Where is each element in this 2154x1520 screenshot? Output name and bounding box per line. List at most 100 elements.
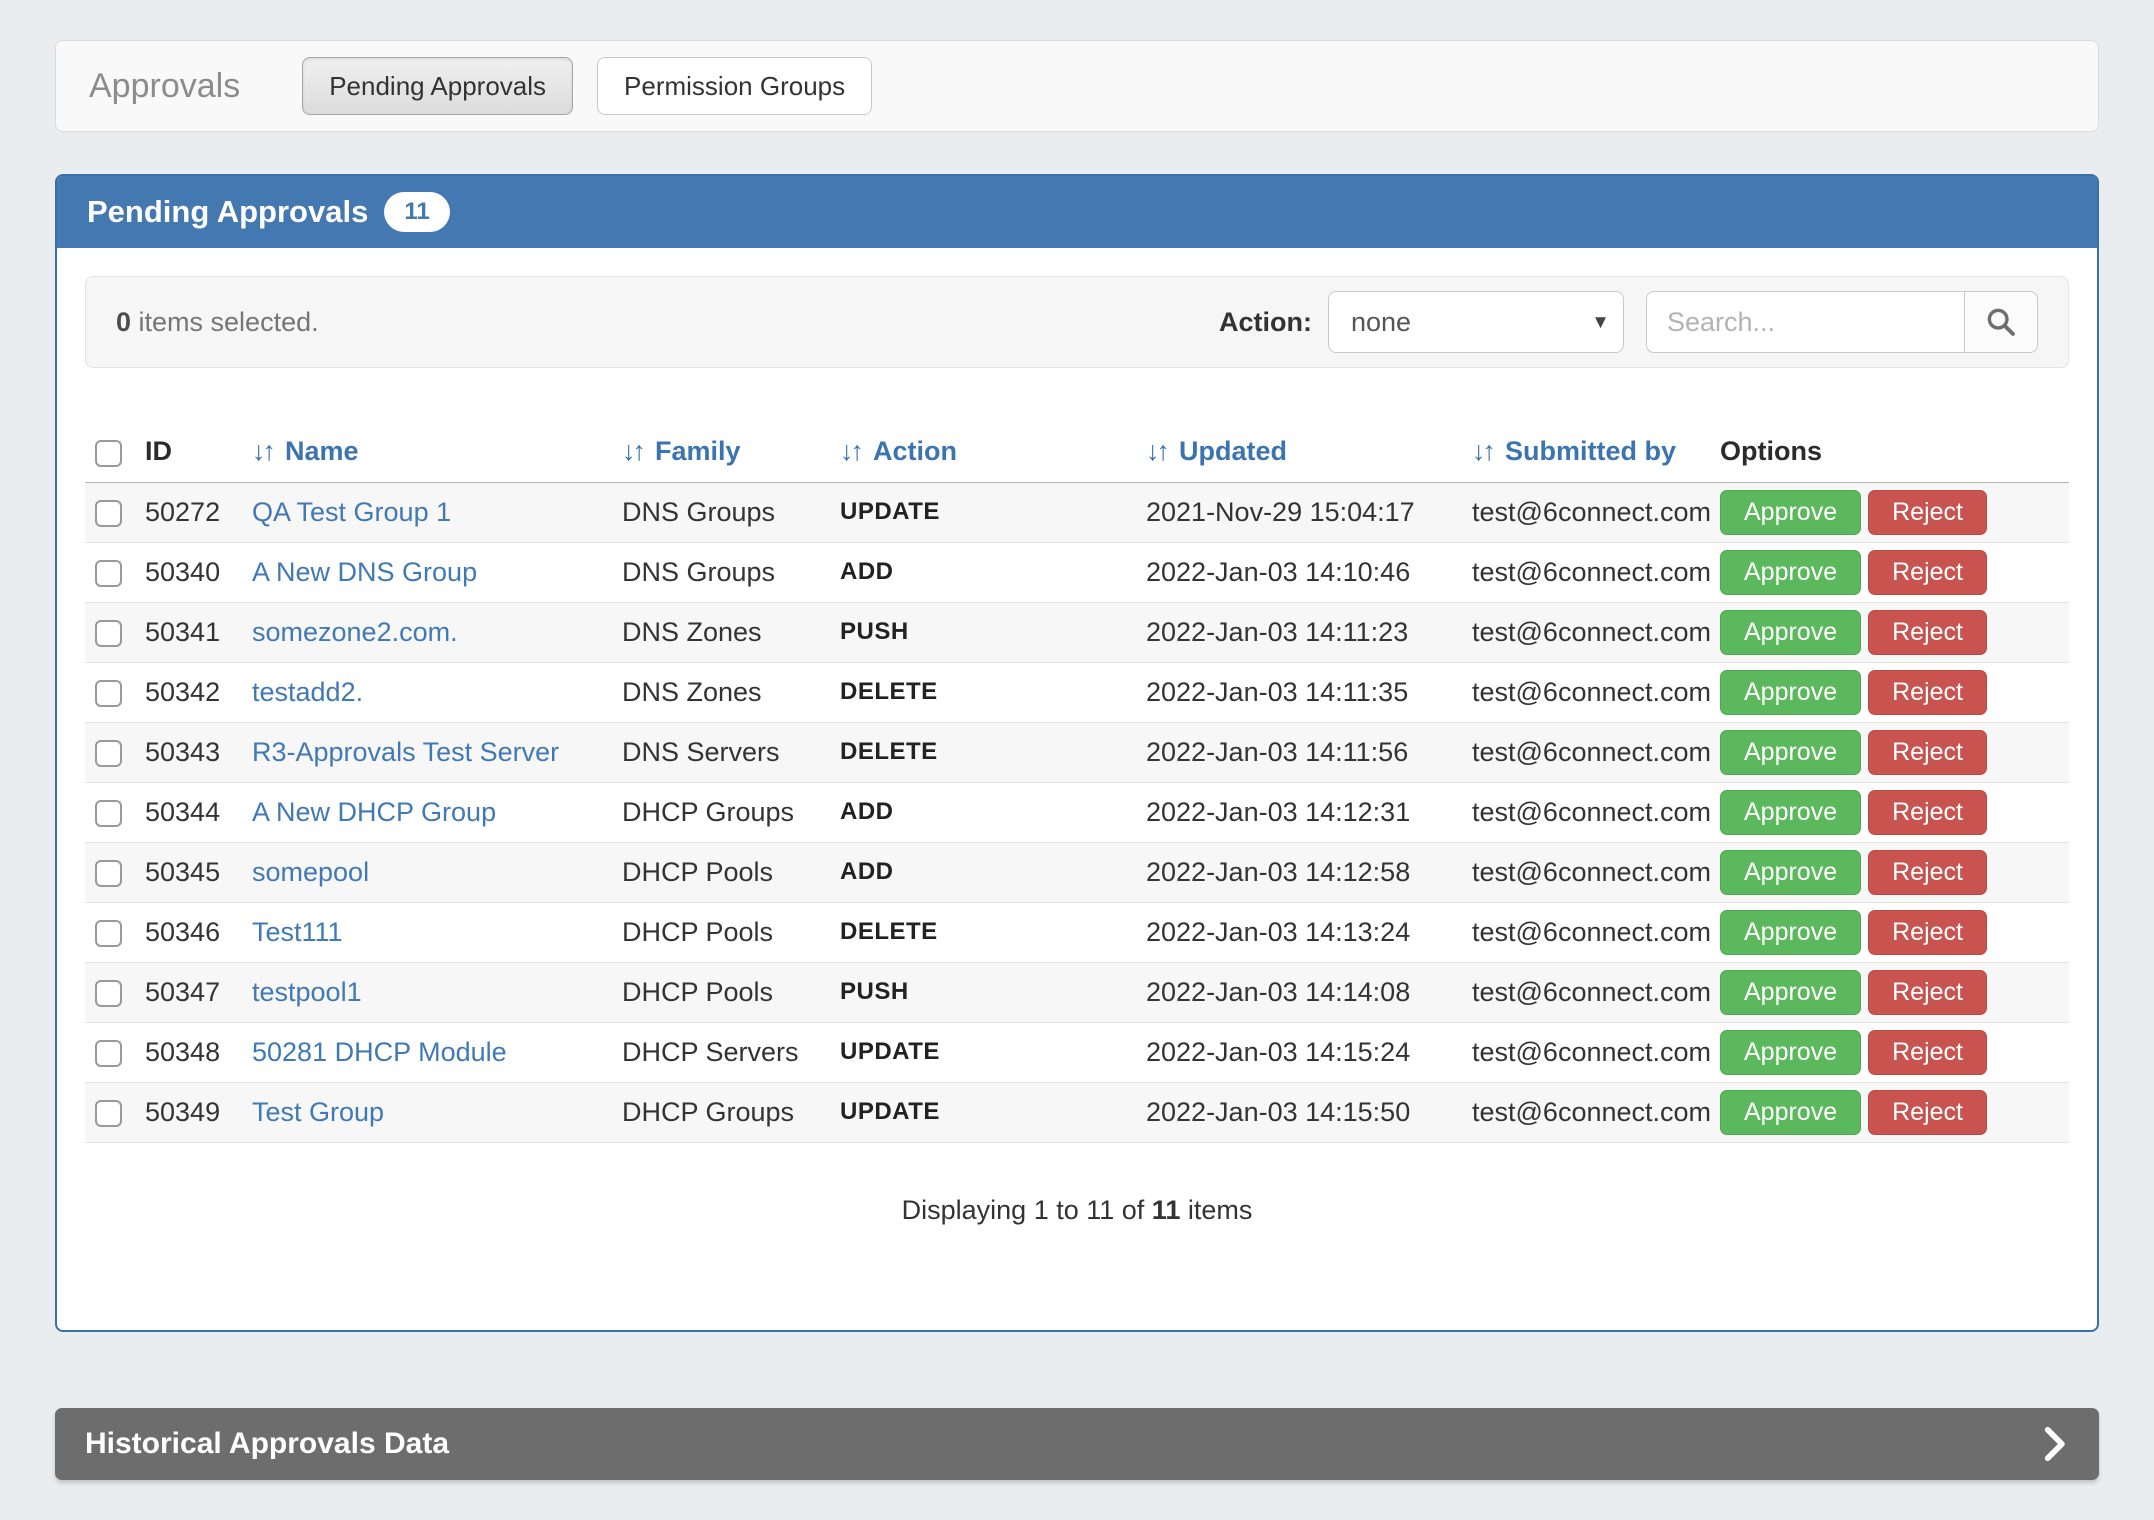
row-select-cell xyxy=(85,662,145,723)
row-id: 50349 xyxy=(145,1082,252,1143)
row-action: ADD xyxy=(840,782,1146,843)
row-submitted-by: test@6connect.com xyxy=(1472,902,1720,963)
approve-button[interactable]: Approve xyxy=(1720,489,1862,535)
row-family: DNS Groups xyxy=(622,542,840,603)
search-icon xyxy=(1984,305,2018,339)
reject-button[interactable]: Reject xyxy=(1868,729,1987,775)
row-name-link[interactable]: R3-Approvals Test Server xyxy=(252,736,560,767)
reject-button[interactable]: Reject xyxy=(1868,1089,1987,1135)
row-select-cell xyxy=(85,1022,145,1083)
row-checkbox[interactable] xyxy=(95,919,122,947)
sort-icon: ↓↑ xyxy=(622,436,646,467)
search-input[interactable] xyxy=(1646,291,1964,353)
sort-icon: ↓↑ xyxy=(1146,436,1170,467)
column-header-name[interactable]: ↓↑ Name xyxy=(252,422,622,483)
reject-button[interactable]: Reject xyxy=(1868,489,1987,535)
row-name-link[interactable]: Test111 xyxy=(252,916,343,947)
table-row: 50347 testpool1 DHCP Pools PUSH 2022-Jan… xyxy=(85,962,2069,1023)
row-checkbox[interactable] xyxy=(95,739,122,767)
row-name-link[interactable]: QA Test Group 1 xyxy=(252,496,452,527)
row-options-cell: Approve Reject xyxy=(1720,602,2069,663)
selected-items-info: 0 items selected. xyxy=(116,307,319,338)
row-select-cell xyxy=(85,482,145,543)
column-header-family[interactable]: ↓↑ Family xyxy=(622,422,840,483)
row-option-buttons: Approve Reject xyxy=(1720,669,2061,715)
row-checkbox[interactable] xyxy=(95,979,122,1007)
reject-button[interactable]: Reject xyxy=(1868,549,1987,595)
tab-pending-approvals[interactable]: Pending Approvals xyxy=(302,57,574,115)
row-name-link[interactable]: testadd2. xyxy=(252,676,364,707)
row-option-buttons: Approve Reject xyxy=(1720,489,2061,535)
reject-button[interactable]: Reject xyxy=(1868,669,1987,715)
reject-button[interactable]: Reject xyxy=(1868,609,1987,655)
approve-button[interactable]: Approve xyxy=(1720,549,1862,595)
row-checkbox[interactable] xyxy=(95,619,122,647)
search-button[interactable] xyxy=(1964,291,2038,353)
row-submitted-by: test@6connect.com xyxy=(1472,662,1720,723)
action-select[interactable]: none xyxy=(1328,291,1624,353)
table-row: 50340 A New DNS Group DNS Groups ADD 202… xyxy=(85,542,2069,603)
row-checkbox[interactable] xyxy=(95,1039,122,1067)
column-header-action[interactable]: ↓↑ Action xyxy=(840,422,1146,483)
row-select-cell xyxy=(85,902,145,963)
row-action: UPDATE xyxy=(840,1082,1146,1143)
row-checkbox[interactable] xyxy=(95,559,122,587)
row-name-link[interactable]: 50281 DHCP Module xyxy=(252,1036,507,1067)
chevron-right-icon xyxy=(2039,1425,2069,1463)
approve-button[interactable]: Approve xyxy=(1720,849,1862,895)
row-updated: 2022-Jan-03 14:11:56 xyxy=(1146,722,1472,783)
row-name-link[interactable]: A New DHCP Group xyxy=(252,796,497,827)
row-name-cell: Test Group xyxy=(252,1082,622,1143)
reject-button[interactable]: Reject xyxy=(1868,1029,1987,1075)
row-id: 50342 xyxy=(145,662,252,723)
row-name-link[interactable]: testpool1 xyxy=(252,976,362,1007)
table-row: 50341 somezone2.com. DNS Zones PUSH 2022… xyxy=(85,602,2069,663)
row-updated: 2022-Jan-03 14:12:31 xyxy=(1146,782,1472,843)
row-checkbox[interactable] xyxy=(95,499,122,527)
row-submitted-by: test@6connect.com xyxy=(1472,542,1720,603)
row-submitted-by: test@6connect.com xyxy=(1472,1022,1720,1083)
row-id: 50345 xyxy=(145,842,252,903)
reject-button[interactable]: Reject xyxy=(1868,969,1987,1015)
approve-button[interactable]: Approve xyxy=(1720,969,1862,1015)
tab-permission-groups[interactable]: Permission Groups xyxy=(597,57,873,115)
table-row: 50344 A New DHCP Group DHCP Groups ADD 2… xyxy=(85,782,2069,843)
approve-button[interactable]: Approve xyxy=(1720,909,1862,955)
action-select-wrap: none ▾ xyxy=(1328,291,1624,353)
select-all-checkbox[interactable] xyxy=(95,439,122,467)
column-header-submitted-by[interactable]: ↓↑ Submitted by xyxy=(1472,422,1720,483)
sort-icon: ↓↑ xyxy=(1472,436,1496,467)
column-header-updated[interactable]: ↓↑ Updated xyxy=(1146,422,1472,483)
row-checkbox[interactable] xyxy=(95,859,122,887)
table-header-row: ID ↓↑ Name ↓↑ Family ↓↑ Action ↓↑ Updated ↓↑ Submi… xyxy=(85,422,2069,483)
row-id: 50347 xyxy=(145,962,252,1023)
row-name-link[interactable]: A New DNS Group xyxy=(252,556,478,587)
row-option-buttons: Approve Reject xyxy=(1720,729,2061,775)
table-row: 50345 somepool DHCP Pools ADD 2022-Jan-0… xyxy=(85,842,2069,903)
reject-button[interactable]: Reject xyxy=(1868,909,1987,955)
approve-button[interactable]: Approve xyxy=(1720,1029,1862,1075)
historical-approvals-bar[interactable]: Historical Approvals Data xyxy=(55,1407,2099,1480)
row-options-cell: Approve Reject xyxy=(1720,962,2069,1023)
row-updated: 2022-Jan-03 14:15:24 xyxy=(1146,1022,1472,1083)
approve-button[interactable]: Approve xyxy=(1720,609,1862,655)
row-checkbox[interactable] xyxy=(95,679,122,707)
row-family: DNS Zones xyxy=(622,662,840,723)
row-action: PUSH xyxy=(840,602,1146,663)
sort-icon: ↓↑ xyxy=(840,436,864,467)
row-checkbox[interactable] xyxy=(95,799,122,827)
footer-suffix: items xyxy=(1180,1194,1253,1225)
search-group xyxy=(1646,291,2038,353)
row-family: DHCP Groups xyxy=(622,1082,840,1143)
approve-button[interactable]: Approve xyxy=(1720,669,1862,715)
approve-button[interactable]: Approve xyxy=(1720,789,1862,835)
row-action: DELETE xyxy=(840,722,1146,783)
row-name-link[interactable]: Test Group xyxy=(252,1096,385,1127)
row-name-link[interactable]: somezone2.com. xyxy=(252,616,458,647)
row-checkbox[interactable] xyxy=(95,1099,122,1127)
reject-button[interactable]: Reject xyxy=(1868,849,1987,895)
reject-button[interactable]: Reject xyxy=(1868,789,1987,835)
approve-button[interactable]: Approve xyxy=(1720,729,1862,775)
approve-button[interactable]: Approve xyxy=(1720,1089,1862,1135)
row-name-link[interactable]: somepool xyxy=(252,856,370,887)
